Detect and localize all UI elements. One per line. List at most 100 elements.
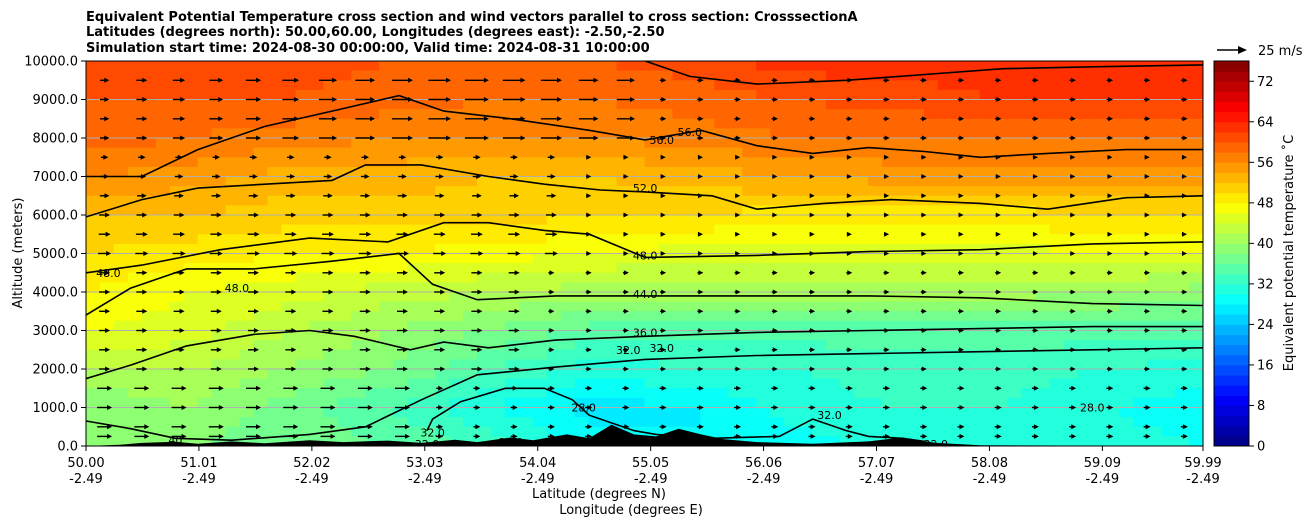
field-cell [127, 301, 143, 312]
field-cell [518, 359, 534, 370]
field-cell [1161, 301, 1176, 312]
field-cell [518, 234, 534, 245]
y-tick-label: 4000.0 [33, 286, 79, 301]
field-cell [518, 138, 534, 149]
field-cell [630, 253, 646, 264]
wind-vector-head [921, 308, 927, 314]
field-cell [99, 359, 115, 370]
field-cell [211, 426, 227, 437]
field-cell [476, 234, 492, 245]
wind-vector-head [735, 97, 741, 102]
field-cell [239, 388, 255, 399]
field-cell [323, 224, 338, 235]
field-cell [225, 301, 241, 312]
wind-vector-head [370, 97, 376, 102]
field-cell [937, 138, 953, 149]
field-cell [490, 118, 506, 129]
wind-vector-head [557, 97, 562, 102]
field-cell [127, 234, 143, 245]
field-cell [379, 407, 394, 418]
field-cell [1161, 359, 1176, 370]
field-cell [351, 282, 366, 293]
field-cell [867, 99, 883, 110]
field-cell [1091, 301, 1106, 312]
field-cell [658, 166, 674, 178]
field-cell [1105, 176, 1120, 187]
field-cell [1035, 118, 1051, 129]
field-cell [853, 186, 869, 197]
field-cell [1189, 349, 1203, 360]
field-cell [644, 388, 660, 399]
field-cell [1035, 166, 1051, 178]
field-cell [239, 176, 255, 187]
field-cell [295, 224, 310, 235]
field-cell [993, 234, 1009, 245]
field-cell [490, 166, 506, 178]
field-cell [672, 359, 687, 370]
field-cell [923, 61, 939, 72]
field-cell [169, 359, 185, 370]
field-cell [379, 138, 394, 149]
field-cell [253, 70, 269, 81]
field-cell [393, 138, 408, 149]
field-cell [728, 330, 743, 341]
field-cell [798, 99, 813, 110]
field-cell [1175, 340, 1190, 351]
field-cell [421, 292, 436, 303]
field-cell [379, 253, 394, 264]
wind-vector-head [1182, 347, 1188, 353]
field-cell [756, 70, 771, 81]
y-tick-label: 7000.0 [33, 170, 79, 185]
field-cell [546, 99, 562, 110]
field-cell [239, 147, 255, 158]
field-cell [127, 128, 143, 139]
field-cell [1091, 224, 1106, 235]
field-cell [574, 253, 590, 264]
field-cell [183, 128, 199, 139]
field-cell [616, 417, 632, 428]
field-cell [365, 166, 380, 178]
field-cell [672, 224, 687, 235]
field-cell [1077, 388, 1092, 399]
field-cell [672, 176, 687, 187]
field-cell [490, 70, 506, 81]
wind-vector-head [179, 366, 185, 372]
field-cell [295, 109, 310, 120]
field-cell [630, 369, 646, 380]
field-cell [518, 166, 534, 178]
field-cell [770, 205, 785, 216]
field-cell [504, 282, 520, 293]
wind-vector-head [179, 328, 185, 333]
field-cell [127, 272, 143, 283]
field-cell [393, 80, 408, 91]
wind-vector-head [1107, 251, 1113, 256]
wind-vector-head [294, 116, 300, 122]
field-cell [798, 330, 813, 341]
field-cell [1049, 301, 1064, 312]
field-cell [909, 176, 925, 187]
field-cell [630, 89, 646, 101]
field-cell [756, 157, 771, 168]
field-cell [602, 215, 618, 226]
field-cell [323, 147, 338, 158]
wind-vector-head [809, 154, 815, 160]
field-cell [365, 359, 380, 370]
field-cell [99, 138, 115, 149]
field-cell [239, 234, 255, 245]
field-cell [462, 224, 478, 235]
contour-line [644, 61, 1203, 85]
wind-vector-head [773, 385, 779, 391]
field-cell [798, 263, 813, 274]
field-cell [309, 311, 324, 322]
wind-vector-head [330, 405, 336, 410]
field-cell [881, 186, 897, 197]
field-cell [309, 369, 324, 380]
field-cell [588, 99, 604, 110]
field-cell [211, 99, 227, 110]
wind-vector-head [1182, 135, 1188, 141]
wind-vector-head [1107, 231, 1113, 237]
field-cell [574, 388, 590, 399]
wind-vector-head [1182, 116, 1188, 122]
field-cell [1063, 186, 1078, 197]
field-cell [867, 407, 883, 418]
